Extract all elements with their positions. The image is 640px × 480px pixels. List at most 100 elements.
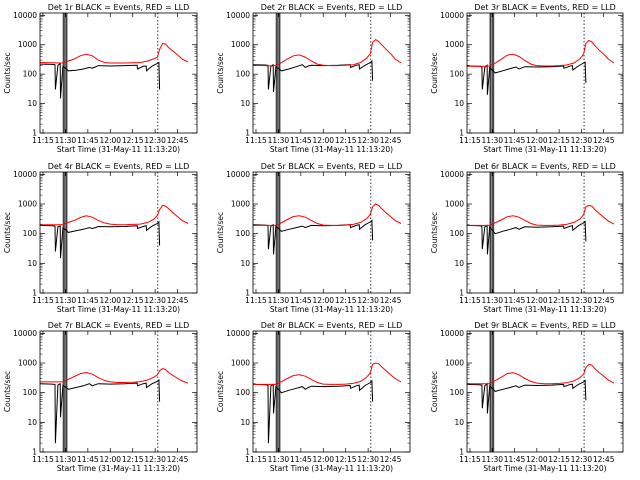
x-tick-label: 12:00: [99, 455, 121, 464]
x-tick-label: 12:30: [571, 296, 593, 305]
y-tick-label: 10: [454, 418, 464, 427]
x-tick-label: 11:30: [55, 296, 77, 305]
y-tick-label: 1000: [18, 200, 37, 209]
x-axis-label: Start Time (31-May-11 11:13:20): [483, 145, 606, 154]
x-tick-label: 12:45: [167, 455, 189, 464]
x-tick-label: 12:15: [548, 296, 570, 305]
x-tick-label: 11:15: [32, 296, 54, 305]
y-tick-label: 1: [32, 129, 37, 138]
panel-title: Det 1r BLACK = Events, RED = LLD: [48, 3, 190, 12]
axes-frame: [466, 330, 624, 453]
x-tick-label: 12:30: [571, 455, 593, 464]
y-tick-label: 10: [27, 99, 37, 108]
x-tick-label: 12:30: [357, 296, 379, 305]
x-tick-label: 12:45: [380, 136, 402, 145]
panel-title: Det 6r BLACK = Events, RED = LLD: [474, 162, 616, 171]
x-tick-label: 11:15: [459, 136, 481, 145]
y-tick-label: 10000: [440, 11, 464, 20]
x-tick-label: 12:45: [380, 296, 402, 305]
y-tick-label: 100: [236, 388, 251, 397]
x-tick-label: 12:45: [593, 455, 615, 464]
x-axis-label: Start Time (31-May-11 11:13:20): [483, 305, 606, 314]
x-tick-label: 12:00: [312, 136, 334, 145]
series-events: [467, 379, 587, 414]
panel-title: Det 5r BLACK = Events, RED = LLD: [261, 162, 403, 171]
y-tick-label: 1: [32, 448, 37, 457]
y-tick-label: 10000: [13, 170, 37, 179]
axes-frame: [39, 171, 198, 294]
series-events: [40, 220, 161, 259]
x-tick-label: 12:30: [571, 136, 593, 145]
y-tick-label: 10000: [226, 11, 250, 20]
y-tick-label: 10: [27, 259, 37, 268]
x-tick-label: 11:30: [55, 455, 77, 464]
x-tick-label: 12:15: [335, 136, 357, 145]
x-tick-label: 11:45: [77, 136, 99, 145]
y-tick-label: 10000: [13, 11, 37, 20]
series-lld: [467, 39, 615, 67]
x-tick-label: 12:15: [122, 136, 144, 145]
x-tick-label: 11:30: [481, 296, 503, 305]
x-tick-label: 12:30: [144, 296, 166, 305]
axes-frame: [252, 330, 411, 453]
axes-frame: [466, 12, 624, 134]
x-axis-label: Start Time (31-May-11 11:13:20): [57, 464, 180, 473]
x-axis-label: Start Time (31-May-11 11:13:20): [483, 464, 606, 473]
series-lld: [253, 38, 402, 67]
x-tick-label: 12:30: [357, 455, 379, 464]
x-tick-label: 12:45: [167, 296, 189, 305]
x-tick-label: 12:00: [99, 296, 121, 305]
y-tick-label: 1: [459, 448, 464, 457]
y-tick-label: 10: [27, 418, 37, 427]
panel-title: Det 3r BLACK = Events, RED = LLD: [474, 3, 616, 12]
y-axis-label: Counts/sec: [3, 212, 12, 253]
x-tick-label: 11:30: [268, 455, 290, 464]
axes-frame: [39, 12, 198, 134]
x-tick-label: 12:15: [548, 136, 570, 145]
x-tick-label: 11:30: [55, 136, 77, 145]
y-tick-label: 1000: [445, 40, 464, 49]
x-tick-label: 11:15: [245, 136, 267, 145]
panel-title: Det 2r BLACK = Events, RED = LLD: [261, 3, 403, 12]
y-tick-label: 100: [236, 229, 251, 238]
series-events: [253, 379, 374, 444]
y-tick-label: 10000: [226, 329, 250, 338]
y-axis-label: Counts/sec: [430, 212, 439, 253]
series-events: [467, 220, 587, 255]
x-tick-label: 12:45: [593, 136, 615, 145]
x-tick-label: 12:00: [526, 296, 548, 305]
y-axis-label: Counts/sec: [3, 52, 12, 93]
y-tick-label: 100: [23, 388, 38, 397]
x-tick-label: 11:45: [504, 296, 526, 305]
x-tick-label: 12:30: [357, 136, 379, 145]
x-tick-label: 11:45: [504, 455, 526, 464]
axes-frame: [252, 12, 411, 134]
panel-title: Det 9r BLACK = Events, RED = LLD: [474, 321, 616, 330]
x-tick-label: 11:30: [268, 136, 290, 145]
series-lld: [253, 362, 402, 385]
series-events: [40, 378, 161, 444]
y-tick-label: 10: [454, 99, 464, 108]
y-tick-label: 100: [23, 229, 38, 238]
x-tick-label: 12:15: [122, 455, 144, 464]
x-tick-label: 11:45: [504, 136, 526, 145]
x-tick-label: 12:15: [335, 296, 357, 305]
x-tick-label: 11:30: [481, 455, 503, 464]
y-tick-label: 1: [245, 448, 250, 457]
y-tick-label: 10: [240, 99, 250, 108]
y-axis-label: Counts/sec: [216, 212, 225, 253]
x-tick-label: 11:15: [32, 136, 54, 145]
y-tick-label: 1000: [18, 40, 37, 49]
series-lld: [467, 363, 615, 385]
y-tick-label: 100: [450, 70, 465, 79]
y-axis-label: Counts/sec: [3, 371, 12, 412]
y-tick-label: 1: [459, 289, 464, 298]
x-tick-label: 12:45: [593, 296, 615, 305]
y-tick-label: 10000: [13, 329, 37, 338]
x-tick-label: 11:45: [290, 136, 312, 145]
x-tick-label: 12:00: [526, 136, 548, 145]
